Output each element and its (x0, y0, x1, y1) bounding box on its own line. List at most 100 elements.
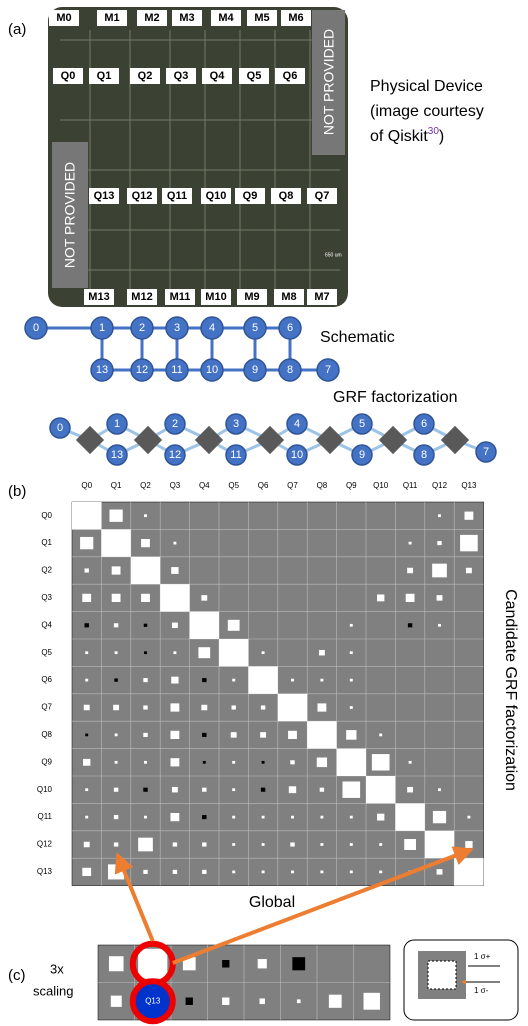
node-label: 3 (233, 418, 239, 430)
chip-label: M5 (254, 12, 269, 24)
chip-label: M11 (170, 291, 191, 303)
hinton-square (288, 731, 297, 739)
hinton-square (115, 761, 118, 764)
hinton-square (219, 639, 248, 666)
hinton-square (438, 514, 441, 517)
node-label: 11 (171, 364, 182, 376)
hinton-square (198, 647, 210, 658)
factor (195, 426, 223, 454)
matrix-title: Candidate GRF factorization (502, 589, 519, 791)
hinton-square (84, 568, 88, 572)
hinton-square (143, 788, 147, 792)
chip-label: M6 (288, 12, 303, 24)
factor (441, 426, 469, 454)
factor (316, 426, 344, 454)
hinton-square (409, 542, 412, 545)
hinton-square (317, 758, 327, 768)
hinton-square (138, 838, 153, 852)
hinton-square (291, 871, 294, 874)
hinton-square (173, 870, 177, 874)
hinton-square (320, 679, 323, 682)
node-label: 12 (136, 364, 148, 376)
hinton-square (114, 842, 118, 846)
caption: Physical Device (370, 78, 483, 95)
hinton-square (232, 843, 235, 846)
legend-square (428, 961, 456, 989)
hinton-square (172, 787, 178, 792)
chip-label: Q6 (283, 70, 298, 82)
chip-label: M4 (218, 12, 234, 24)
node-label: 2 (172, 418, 178, 430)
caption: (image courtesy (370, 103, 484, 120)
hinton-square (114, 678, 118, 681)
row-label: Q0 (41, 511, 52, 520)
row-label: Q4 (41, 620, 52, 629)
hinton-square (260, 998, 265, 1004)
hinton-square (307, 721, 336, 748)
col-label: Q1 (111, 481, 122, 490)
scaling-label: scaling (33, 983, 73, 998)
chip-label: Q1 (97, 70, 112, 82)
hinton-square (85, 651, 88, 654)
row-label: Q3 (41, 593, 52, 602)
chip-label: M1 (104, 12, 119, 24)
hinton-square (432, 564, 447, 578)
col-label: Q11 (403, 481, 418, 490)
chip-label: Q10 (206, 190, 227, 202)
hinton-square (404, 839, 416, 850)
hinton-square (409, 761, 412, 764)
hinton-square (466, 568, 472, 573)
chip-label: M10 (205, 291, 226, 303)
hinton-square (186, 998, 193, 1006)
node-label: 6 (421, 418, 427, 430)
node-label: 9 (252, 364, 258, 376)
hinton-square (222, 998, 229, 1006)
hinton-square (290, 760, 294, 764)
chip-label: Q4 (210, 70, 226, 82)
hinton-square (350, 706, 353, 709)
hinton-square (202, 733, 206, 737)
row-label: Q11 (37, 812, 52, 821)
hinton-square (350, 843, 353, 846)
hinton-square (84, 842, 90, 847)
node-label: 4 (209, 322, 215, 334)
chip-label: M9 (244, 291, 259, 303)
hinton-square (202, 815, 206, 819)
hinton-square (143, 733, 147, 737)
hinton-square (319, 650, 325, 655)
chip-label: M2 (144, 12, 159, 24)
hinton-square (114, 815, 118, 819)
chip-label: M8 (281, 291, 296, 303)
not-provided: NOT PROVIDED (321, 29, 337, 135)
node-label: Q13 (145, 996, 161, 1005)
hinton-square (366, 776, 395, 803)
caption: of Qiskit30) (370, 126, 444, 146)
factor (134, 426, 162, 454)
hinton-square (111, 996, 122, 1007)
node-label: 3 (174, 322, 180, 334)
node-label: 6 (287, 322, 293, 334)
node-label: 5 (359, 418, 365, 430)
hinton-square (82, 868, 91, 876)
scaling-label: 3x (50, 961, 64, 976)
hinton-square (231, 732, 237, 737)
hinton-square (395, 803, 424, 830)
chip-label: M3 (179, 12, 194, 24)
col-label: Q8 (317, 481, 328, 490)
row-label: Q2 (41, 566, 52, 575)
col-label: Q3 (170, 481, 181, 490)
hinton-square (170, 758, 179, 766)
hinton-square (170, 703, 179, 711)
hinton-square (202, 870, 206, 874)
panel-label: (a) (8, 21, 26, 38)
node-label: 7 (483, 446, 489, 458)
chip-label: M13 (88, 291, 109, 303)
node-label: 1 (114, 418, 120, 430)
hinton-square (438, 788, 441, 791)
hinton-square (317, 703, 326, 711)
chip-label: Q9 (243, 190, 258, 202)
hinton-square (342, 781, 360, 797)
row-label: Q5 (41, 648, 52, 657)
hinton-square (201, 595, 207, 600)
hinton-square (143, 705, 147, 709)
